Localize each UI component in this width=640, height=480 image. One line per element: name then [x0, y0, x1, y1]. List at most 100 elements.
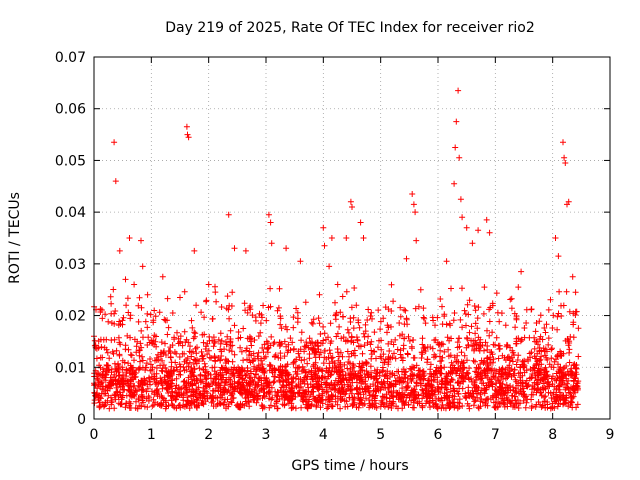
data-point	[459, 378, 466, 385]
data-point	[188, 364, 195, 371]
data-point	[130, 364, 137, 371]
data-point	[306, 335, 313, 342]
data-point	[493, 290, 500, 297]
x-axis: 0 1 2 3 4 5 6 7 8 9	[90, 57, 615, 443]
data-point	[554, 313, 561, 320]
data-point	[111, 139, 118, 146]
data-point	[224, 396, 231, 403]
x-tick-label: 9	[606, 427, 615, 443]
data-point	[319, 374, 326, 381]
data-point	[108, 401, 115, 408]
data-point	[161, 376, 168, 383]
data-point	[97, 395, 104, 402]
data-point	[164, 317, 171, 324]
data-point	[548, 355, 555, 362]
data-point	[531, 345, 538, 352]
data-point	[481, 284, 488, 291]
data-point	[322, 379, 328, 386]
data-point	[287, 388, 294, 395]
data-point	[225, 401, 232, 407]
data-point	[298, 357, 305, 364]
data-point	[472, 330, 479, 337]
data-point	[237, 401, 244, 408]
data-point	[278, 340, 285, 347]
data-point	[483, 355, 490, 362]
data-point	[251, 337, 258, 343]
data-point	[485, 379, 492, 386]
data-point	[562, 160, 569, 166]
data-point	[210, 387, 217, 394]
data-point	[497, 380, 504, 387]
data-point	[419, 351, 426, 358]
data-point	[247, 359, 254, 366]
data-point	[419, 335, 426, 342]
data-point	[381, 380, 388, 387]
data-point	[515, 335, 522, 342]
data-point	[333, 333, 340, 340]
data-point	[484, 361, 491, 368]
data-point	[395, 396, 402, 403]
data-point	[316, 291, 323, 298]
data-point	[231, 351, 238, 358]
data-point	[184, 131, 191, 138]
data-point	[465, 384, 472, 391]
data-point	[548, 375, 555, 382]
data-point	[209, 394, 216, 401]
data-point	[384, 375, 391, 382]
x-tick-label: 8	[548, 427, 557, 443]
data-point	[486, 356, 493, 363]
data-point	[175, 340, 182, 347]
data-point	[150, 319, 157, 326]
data-point	[205, 347, 212, 354]
data-point	[255, 349, 262, 356]
data-point	[441, 348, 448, 355]
data-point	[434, 379, 441, 386]
data-point	[301, 374, 308, 381]
data-point	[131, 369, 138, 376]
data-point	[334, 281, 341, 288]
data-point	[549, 381, 556, 387]
data-point	[164, 331, 171, 338]
data-point	[103, 362, 110, 368]
data-point	[456, 154, 463, 161]
data-point	[224, 333, 231, 340]
data-point	[137, 358, 143, 365]
data-point	[185, 374, 192, 381]
data-point	[367, 313, 374, 319]
data-point	[268, 384, 275, 391]
data-point	[277, 313, 284, 320]
data-point	[529, 383, 536, 389]
data-point	[531, 386, 538, 392]
data-point	[261, 393, 268, 400]
data-point	[472, 388, 479, 395]
data-point	[304, 373, 311, 380]
data-point	[491, 392, 498, 399]
data-point	[348, 304, 355, 311]
data-point	[206, 383, 213, 390]
data-point	[427, 366, 434, 373]
data-point	[412, 305, 419, 312]
data-point	[215, 355, 222, 361]
data-point	[373, 376, 380, 383]
data-point	[380, 359, 386, 366]
data-point	[287, 347, 294, 354]
data-point	[375, 344, 381, 351]
data-point	[244, 356, 250, 363]
data-point	[211, 375, 218, 382]
data-point	[389, 393, 396, 400]
data-point	[309, 340, 316, 347]
data-point	[451, 310, 458, 316]
data-point	[558, 302, 564, 309]
data-point	[413, 383, 420, 389]
data-point	[460, 378, 467, 385]
data-point	[329, 354, 336, 361]
data-point	[301, 348, 308, 355]
data-point	[119, 317, 126, 324]
data-point	[289, 404, 295, 411]
data-point	[287, 335, 294, 342]
data-point	[101, 402, 108, 409]
data-point	[494, 376, 501, 383]
data-point	[204, 390, 211, 396]
data-point	[201, 314, 208, 321]
data-point	[422, 348, 429, 354]
